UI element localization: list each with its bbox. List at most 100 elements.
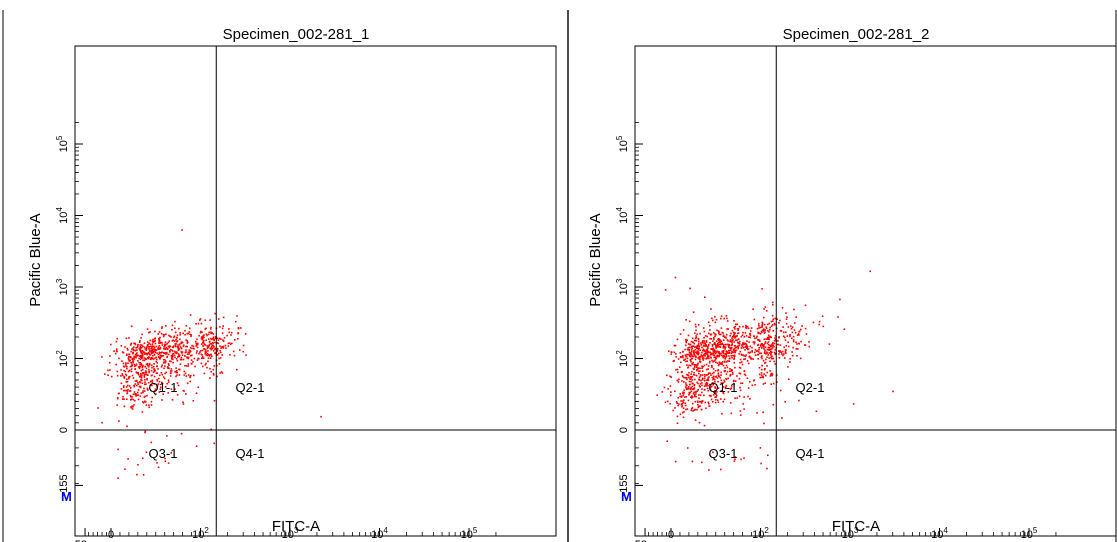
event-point (711, 353, 713, 355)
event-point (128, 360, 131, 362)
event-point (154, 357, 156, 359)
event-point (140, 369, 143, 372)
event-point (676, 415, 679, 418)
event-point (717, 372, 720, 375)
event-point (761, 326, 763, 328)
event-point (696, 346, 699, 348)
event-point (738, 343, 741, 345)
event-point (156, 372, 158, 374)
event-point (190, 359, 193, 361)
event-point (683, 359, 685, 361)
event-point (134, 364, 137, 367)
event-point (791, 354, 794, 357)
event-point (138, 348, 141, 350)
event-point (714, 356, 717, 358)
event-point (693, 387, 696, 389)
event-point (203, 347, 206, 350)
event-point (157, 333, 159, 335)
event-point (773, 323, 776, 326)
event-point (757, 344, 759, 347)
event-point (699, 361, 702, 363)
event-point (187, 332, 190, 335)
event-point (715, 357, 718, 360)
event-point (187, 363, 190, 365)
x-axis-label: FITC-A (272, 518, 320, 535)
event-point (153, 346, 156, 349)
event-point (146, 346, 148, 348)
event-point (683, 389, 685, 392)
event-point (164, 457, 166, 460)
event-point (728, 357, 731, 360)
event-point (141, 333, 143, 336)
event-point (770, 344, 772, 347)
event-point (717, 351, 719, 354)
event-point (189, 333, 191, 336)
event-point (134, 349, 137, 352)
event-point (163, 344, 166, 346)
event-point (704, 335, 707, 337)
event-point (200, 353, 203, 356)
event-point (178, 327, 180, 330)
event-point (216, 342, 218, 344)
event-point (712, 332, 715, 334)
event-point (143, 357, 146, 359)
event-point (709, 386, 712, 388)
event-point (211, 344, 213, 346)
event-point (760, 376, 763, 379)
event-point (703, 357, 705, 359)
event-point (209, 347, 212, 350)
event-point (784, 351, 787, 353)
event-point (764, 351, 766, 353)
event-point (722, 347, 725, 349)
event-point (209, 328, 212, 330)
event-point (700, 408, 703, 411)
event-point (691, 349, 693, 351)
event-point (700, 354, 702, 356)
event-point (219, 349, 221, 352)
event-point (151, 364, 153, 367)
event-point (800, 340, 802, 343)
event-point (790, 325, 792, 327)
event-point (210, 326, 212, 329)
event-point (691, 350, 693, 353)
event-point (199, 351, 201, 353)
event-point (676, 402, 678, 404)
event-point (688, 391, 690, 394)
event-point (205, 333, 208, 335)
event-point (726, 333, 728, 336)
event-point (685, 340, 687, 342)
event-point (761, 364, 763, 367)
event-point (733, 358, 735, 361)
event-point (698, 394, 700, 396)
event-point (720, 327, 723, 329)
event-point (756, 335, 758, 338)
event-point (701, 400, 703, 402)
event-point (761, 329, 764, 332)
event-point (208, 355, 211, 357)
event-point (696, 352, 698, 355)
event-point (673, 344, 676, 347)
event-point (682, 393, 685, 395)
event-point (137, 354, 140, 357)
event-point (743, 457, 745, 459)
event-point (764, 329, 767, 331)
event-point (736, 375, 738, 377)
event-point (693, 353, 695, 355)
event-point (766, 342, 769, 345)
event-point (160, 352, 162, 354)
event-point (693, 388, 695, 391)
event-point (767, 338, 770, 341)
event-point (125, 386, 128, 388)
event-point (123, 369, 125, 372)
event-point (206, 347, 209, 350)
event-point (139, 340, 141, 342)
event-point (139, 345, 142, 348)
event-point (753, 343, 756, 345)
event-point (161, 373, 164, 376)
event-point (692, 355, 695, 358)
event-point (690, 345, 693, 348)
x-tick-exponent: 2 (764, 526, 769, 535)
event-point (746, 346, 749, 349)
event-point (164, 341, 167, 343)
event-point (789, 361, 791, 363)
